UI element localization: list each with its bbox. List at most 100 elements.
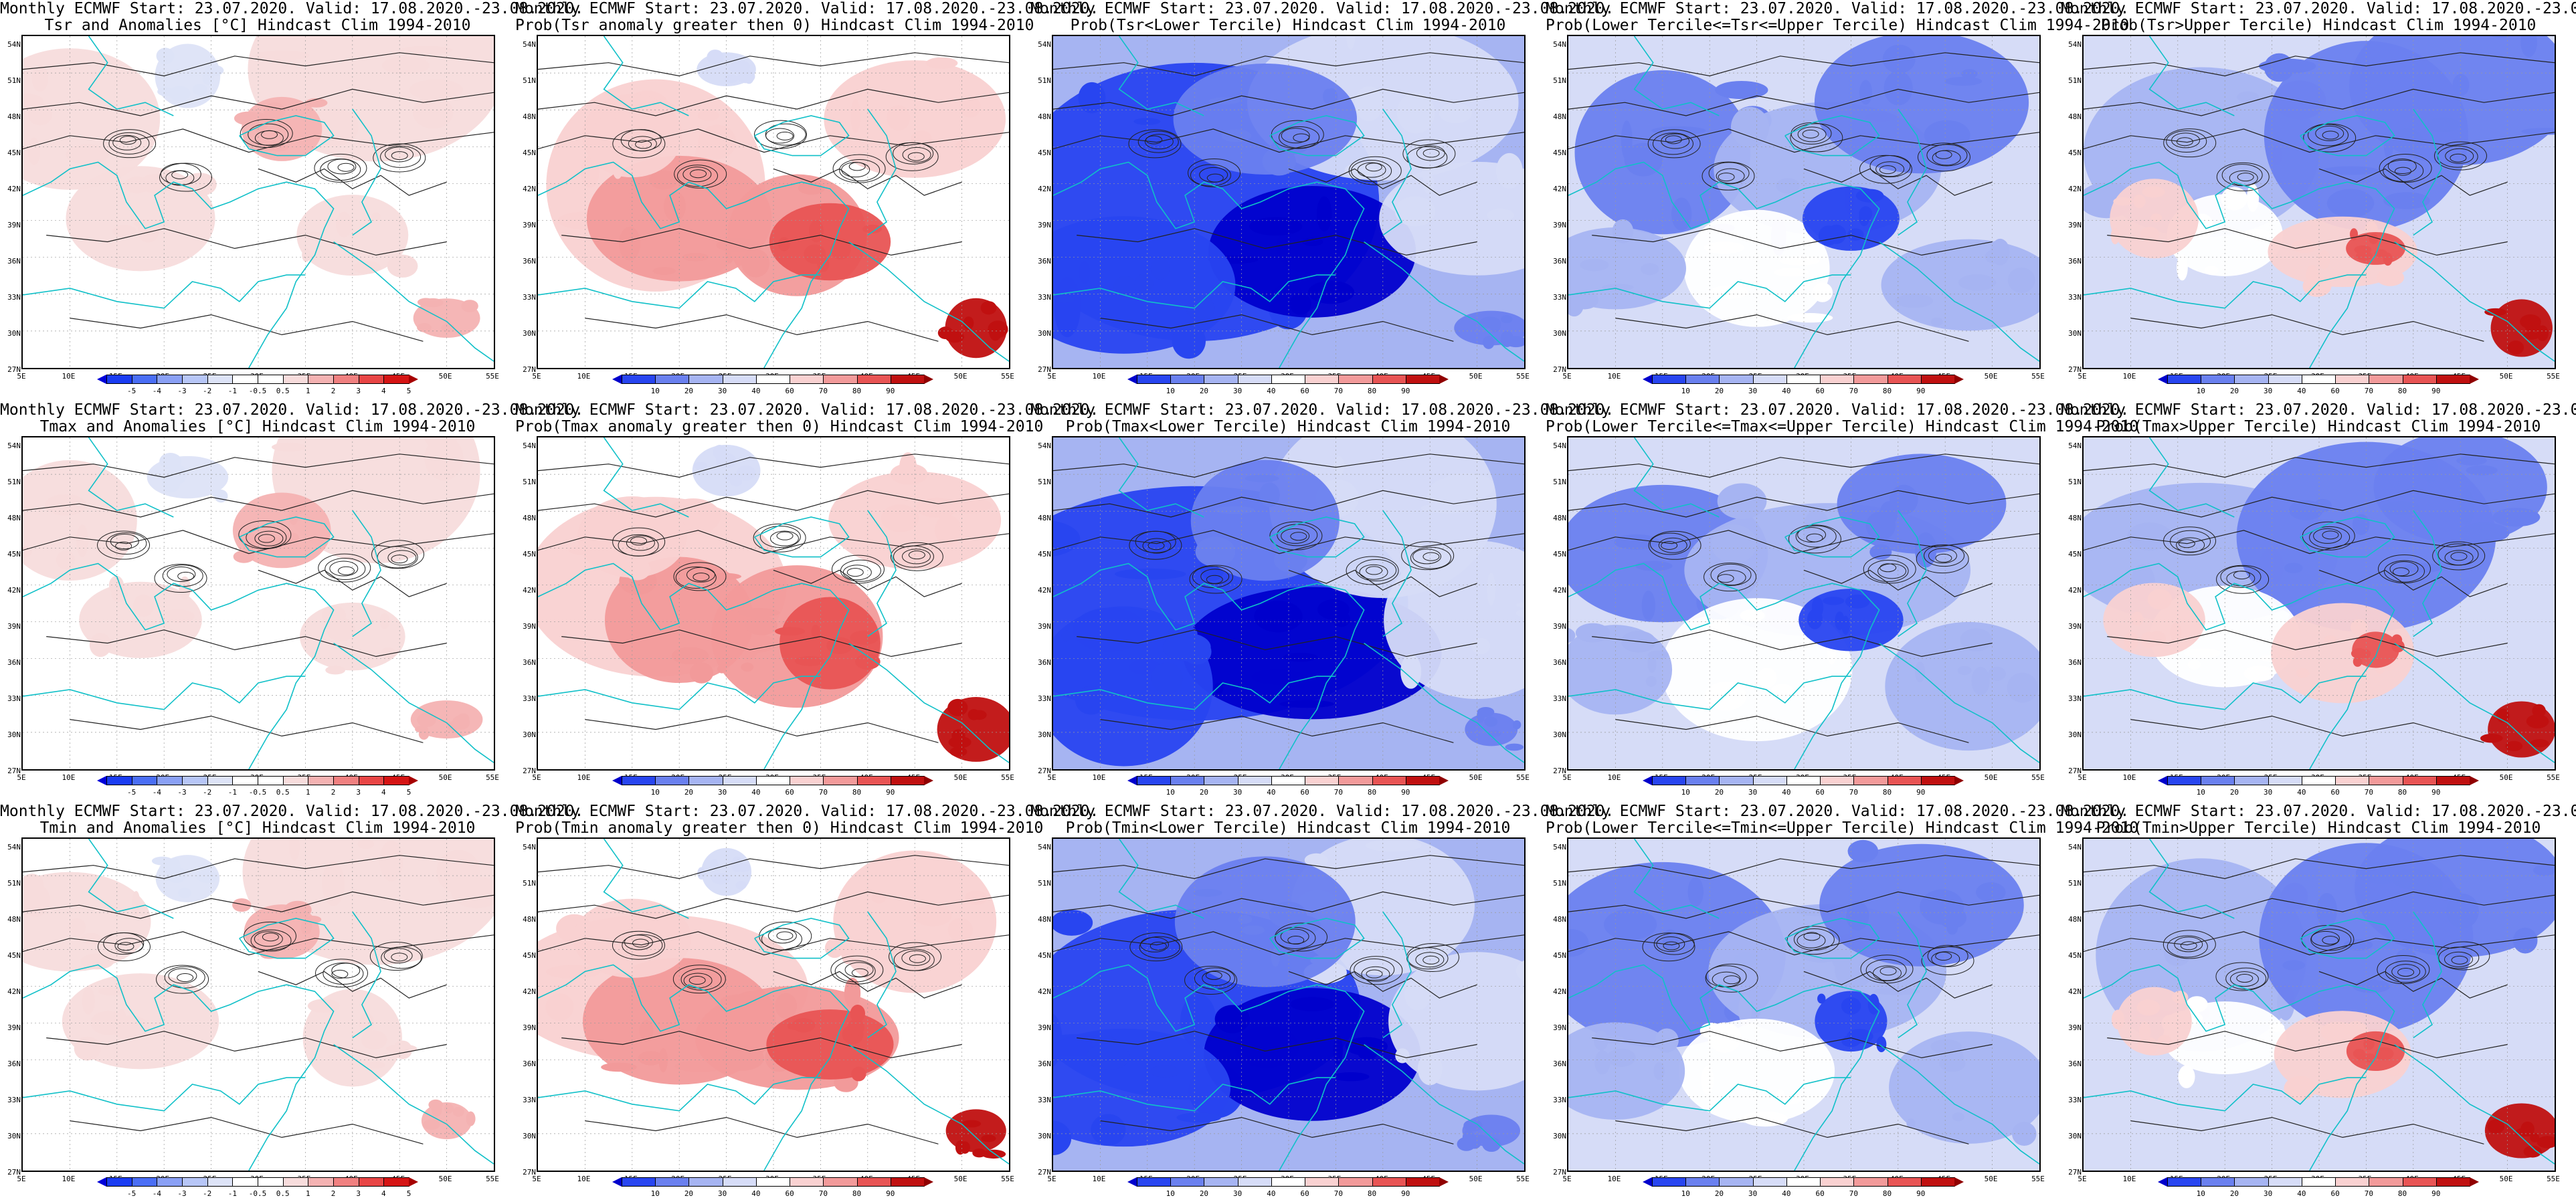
colorbar-segment [856, 375, 891, 384]
isotherm-contour [2389, 561, 2419, 577]
longitude-tick-label: 5E [2078, 1175, 2087, 1183]
colorbar-segment [2201, 1177, 2235, 1187]
isotherm-contour [1704, 563, 1757, 592]
latitude-tick-label: 30N [7, 730, 21, 739]
colorbar-tick-label: 20 [1199, 788, 1209, 797]
colorbar-segment [282, 776, 309, 785]
field-shading [381, 647, 396, 659]
colorbar-segment [333, 776, 359, 785]
field-shading [2350, 228, 2359, 241]
coastline [1898, 911, 1927, 1039]
isotherm-contour [2107, 228, 2508, 256]
field-shading [1845, 594, 1870, 609]
isotherm-contour [1803, 569, 1993, 597]
isotherm-contour [250, 929, 292, 952]
map-svg [2084, 437, 2555, 769]
colorbar-tick-label: 3 [356, 788, 361, 797]
field-shading [2523, 1145, 2542, 1158]
latitude-tick-label: 48N [1553, 514, 1566, 522]
colorbar-segment [1405, 375, 1440, 384]
longitude-tick-label: 55E [2031, 1175, 2045, 1183]
isotherm-contour [690, 169, 707, 179]
isotherm-contour [538, 88, 1009, 116]
isotherm-contour [2385, 961, 2426, 983]
field-shading [161, 474, 181, 493]
longitude-tick-label: 5E [532, 372, 541, 381]
latitude-tick-label: 42N [1553, 586, 1566, 595]
field-shading [1730, 106, 1770, 148]
colorbar-segment [890, 375, 925, 384]
field-shading [98, 987, 126, 996]
colorbar-segment [2234, 1177, 2269, 1187]
field-shading [595, 558, 616, 569]
isotherm-contour [2215, 962, 2269, 991]
isotherm-contour [1568, 128, 2039, 153]
isotherm-contour [154, 564, 207, 593]
latitude-tick-label: 33N [1553, 694, 1566, 703]
latitude-tick-label: 51N [1553, 478, 1566, 486]
coastline [88, 839, 174, 919]
field-shading [2326, 189, 2375, 218]
colorbar-segment [207, 1177, 234, 1187]
isotherm-contour [381, 946, 422, 969]
field-shading [1404, 979, 1431, 1011]
coastline [1053, 1077, 1336, 1112]
field-shading [1271, 946, 1280, 967]
coastline [239, 918, 335, 959]
isotherm-contour [1053, 891, 1524, 919]
isotherm-contour [1100, 1116, 1454, 1144]
isotherm-contour [1788, 524, 1841, 554]
isotherm-contour [1279, 126, 1320, 148]
colorbar-segment [655, 776, 690, 785]
longitude-tick-label: 5E [1562, 773, 1572, 782]
latitude-tick-label: 45N [7, 951, 21, 960]
field-shading [671, 647, 709, 665]
field-shading [361, 1030, 387, 1050]
colorbar-tick-label: -5 [127, 387, 136, 395]
latitude-tick-label: 30N [1553, 1132, 1566, 1140]
field-shading [133, 219, 170, 228]
isotherm-contour [1917, 142, 1970, 172]
field-shading [1960, 628, 1993, 652]
latitude-tick-label: 27N [1038, 1168, 1051, 1177]
field-shading [1990, 238, 2010, 266]
map-svg [1053, 36, 1524, 368]
field-shading [2533, 864, 2555, 876]
colorbar-segment [823, 776, 858, 785]
colorbar-tick-label: 70 [1333, 1189, 1343, 1198]
map-svg [1568, 437, 2039, 769]
field-shading [963, 316, 974, 330]
field-shading [1501, 315, 1513, 324]
field-shading [1289, 292, 1311, 315]
colorbar-tick-label: -1 [227, 1189, 237, 1198]
field-shading [2380, 1033, 2390, 1041]
field-shading [2364, 1053, 2376, 1063]
colorbar-segment [1786, 1177, 1821, 1187]
colorbar-segment [755, 375, 791, 384]
isotherm-contour [1280, 928, 1309, 944]
isotherm-contour [585, 715, 939, 743]
colorbar-segment [2369, 1177, 2403, 1187]
isotherm-contour [1592, 1031, 1993, 1059]
field-shading [1193, 888, 1222, 897]
coastline [1118, 839, 1204, 919]
field-shading [2480, 733, 2503, 743]
field-shading [1799, 589, 1904, 651]
colorbar [612, 375, 933, 384]
isotherm-contour [1926, 144, 1968, 167]
isotherm-contour [2313, 528, 2342, 544]
isotherm-contour [320, 159, 361, 181]
field-shading [45, 494, 86, 516]
colorbar-segment [258, 375, 284, 384]
panel-title-line2: Prob(Tmax<Lower Tercile) Hindcast Clim 1… [1065, 418, 1511, 435]
latitude-tick-label: 54N [1553, 843, 1566, 851]
colorbar-tick-label: 40 [751, 1189, 761, 1198]
map-svg [538, 36, 1009, 368]
coastline [1053, 964, 1365, 1171]
colorbar-segment [622, 776, 656, 785]
field-shading [965, 890, 988, 905]
isotherm-contour [1100, 715, 1454, 743]
coastline [1784, 115, 1880, 157]
field-shading [1655, 1028, 1679, 1053]
isotherm-contour [1422, 955, 1440, 965]
